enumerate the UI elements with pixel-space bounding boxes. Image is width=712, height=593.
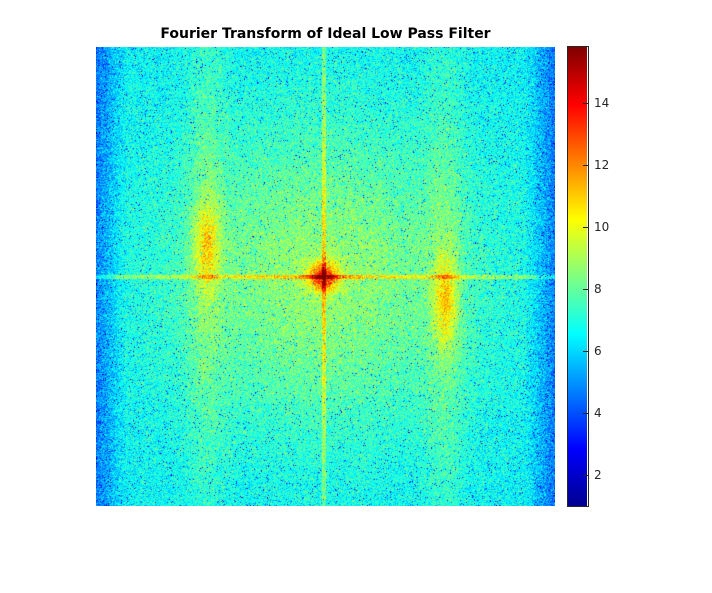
colorbar-tick-label: 4	[594, 405, 602, 420]
colorbar-tick-label: 10	[594, 219, 610, 234]
colorbar-tick-label: 6	[594, 343, 602, 358]
colorbar-tick	[583, 164, 588, 166]
colorbar-tick-label: 14	[594, 95, 610, 110]
colorbar-tick-label: 12	[594, 157, 610, 172]
colorbar-tick	[583, 226, 588, 228]
colorbar: 2 4 6 8 10 12 14	[567, 46, 609, 507]
colorbar-gradient	[568, 47, 587, 506]
chart-title: Fourier Transform of Ideal Low Pass Filt…	[160, 26, 491, 42]
heatmap-image	[96, 47, 555, 506]
colorbar-tick	[583, 350, 588, 352]
colorbar-tick	[583, 288, 588, 290]
colorbar-tick-label: 2	[594, 467, 602, 482]
colorbar-tick	[583, 412, 588, 414]
colorbar-tick	[583, 474, 588, 476]
colorbar-tick-label: 8	[594, 281, 602, 296]
colorbar-tick	[583, 102, 588, 104]
